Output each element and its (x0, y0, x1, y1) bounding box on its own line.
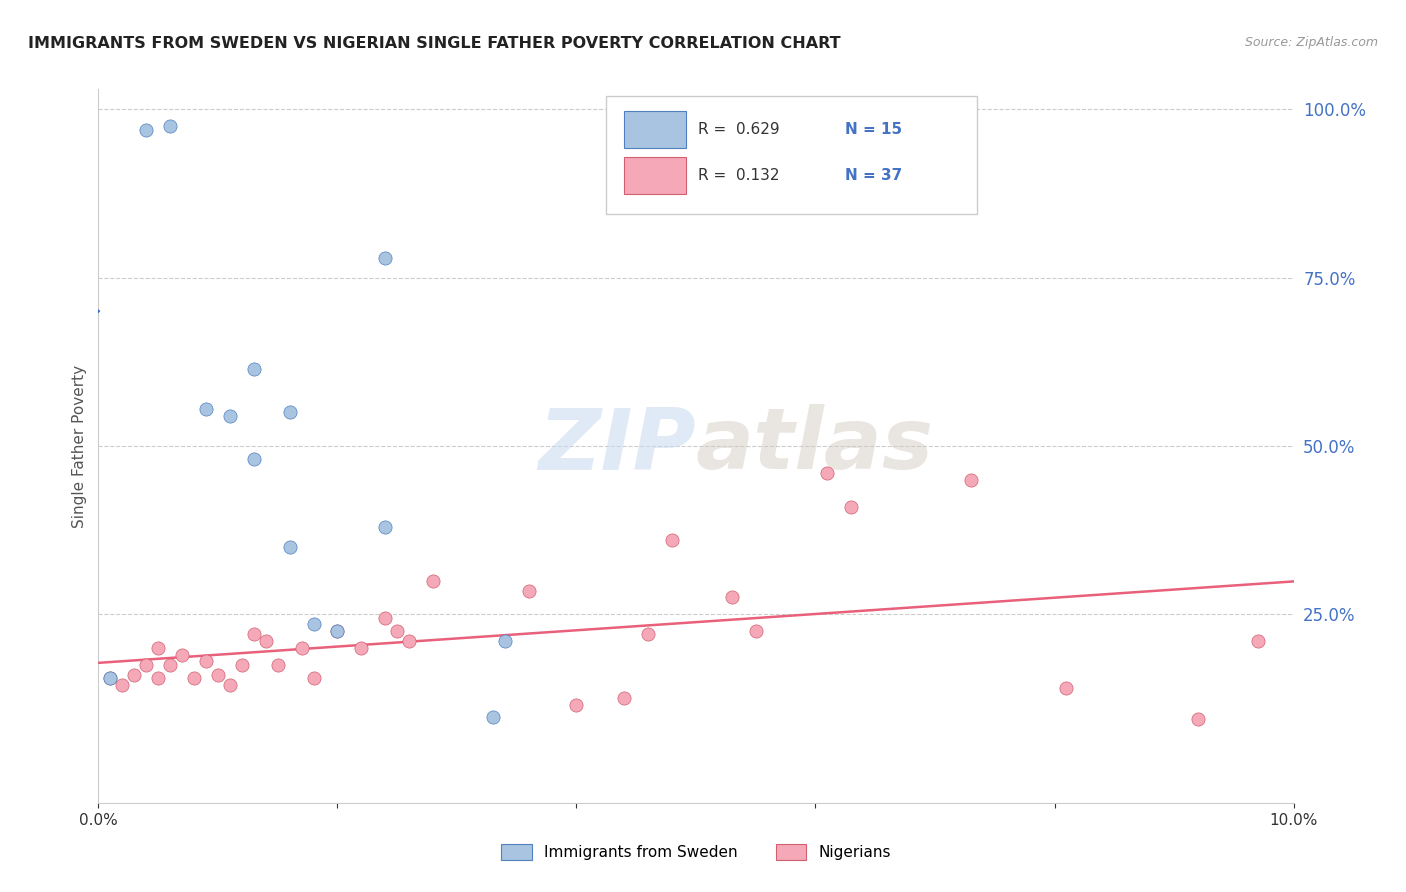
Point (219, 409, 242, 423)
Text: R =  0.132: R = 0.132 (699, 168, 780, 183)
Point (267, 657, 290, 672)
Point (302, 671, 325, 685)
Point (661, 533, 683, 548)
Point (183, 671, 205, 685)
Point (100, 671, 122, 685)
Point (195, 655, 218, 669)
Point (254, 634, 277, 648)
Point (494, 634, 516, 648)
Text: IMMIGRANTS FROM SWEDEN VS NIGERIAN SINGLE FATHER POVERTY CORRELATION CHART: IMMIGRANTS FROM SWEDEN VS NIGERIAN SINGL… (28, 36, 841, 51)
Point (1054, 681, 1078, 696)
Point (745, 624, 768, 639)
Point (291, 640, 314, 655)
Point (422, 574, 444, 588)
Text: N = 37: N = 37 (845, 168, 903, 183)
Text: Source: ZipAtlas.com: Source: ZipAtlas.com (1244, 36, 1378, 49)
Point (148, 640, 170, 655)
FancyBboxPatch shape (606, 96, 977, 214)
Point (135, 122, 157, 136)
Point (302, 617, 325, 632)
Point (721, 591, 744, 605)
Point (481, 709, 505, 723)
Point (398, 634, 420, 648)
Point (517, 583, 540, 598)
Point (207, 668, 229, 682)
Point (148, 671, 170, 685)
Point (231, 657, 253, 672)
Point (815, 466, 838, 480)
Y-axis label: Single Father Poverty: Single Father Poverty (72, 365, 87, 527)
Point (278, 540, 301, 554)
Point (100, 671, 122, 685)
Point (326, 624, 349, 639)
Point (243, 627, 266, 641)
Point (350, 640, 373, 655)
Point (374, 610, 396, 624)
Point (243, 361, 266, 376)
Point (374, 251, 396, 265)
Point (613, 691, 636, 706)
Point (159, 120, 181, 134)
Text: ZIP: ZIP (538, 404, 696, 488)
Text: N = 15: N = 15 (845, 121, 903, 136)
Legend: Immigrants from Sweden, Nigerians: Immigrants from Sweden, Nigerians (495, 838, 897, 866)
Point (374, 520, 396, 534)
Point (111, 678, 134, 692)
Point (135, 657, 157, 672)
Point (124, 668, 146, 682)
Point (960, 473, 983, 487)
Text: atlas: atlas (696, 404, 934, 488)
Point (172, 648, 194, 662)
FancyBboxPatch shape (624, 157, 686, 194)
Point (1187, 712, 1209, 726)
Point (243, 452, 266, 467)
Point (1247, 634, 1270, 648)
Point (637, 627, 659, 641)
Point (385, 624, 409, 639)
Point (219, 678, 242, 692)
Text: R =  0.629: R = 0.629 (699, 121, 780, 136)
Point (841, 500, 863, 514)
Point (565, 698, 588, 713)
Point (326, 624, 349, 639)
FancyBboxPatch shape (624, 111, 686, 148)
Point (159, 657, 181, 672)
Point (195, 401, 218, 416)
Point (278, 405, 301, 419)
